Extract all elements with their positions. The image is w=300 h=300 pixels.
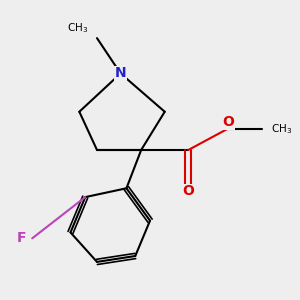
- Text: O: O: [182, 184, 194, 198]
- Text: CH$_3$: CH$_3$: [271, 122, 292, 136]
- Text: CH$_3$: CH$_3$: [67, 21, 88, 35]
- Text: O: O: [222, 115, 234, 129]
- Text: N: N: [115, 66, 126, 80]
- Text: F: F: [17, 231, 26, 245]
